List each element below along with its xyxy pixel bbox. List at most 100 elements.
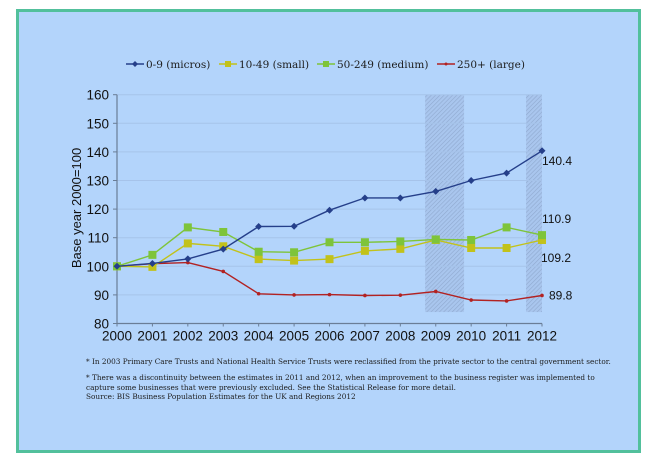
data-point-3-2010 xyxy=(469,298,473,302)
data-point-1-2004 xyxy=(254,255,263,264)
y-tick-label-90: 90 xyxy=(94,288,109,303)
data-point-2-2002 xyxy=(183,223,192,232)
legend-item-2: 50-249 (medium) xyxy=(317,59,428,71)
x-tick-labels: 2000 2001 2002 2003 2004 2005 2006 2007 2008 2009… xyxy=(102,329,557,344)
x-tick-label-2007: 2007 xyxy=(350,329,380,344)
data-point-0-2003 xyxy=(219,245,227,253)
y-axis-label: Base year 2000=100 xyxy=(69,148,84,268)
x-tick-label-2000: 2000 xyxy=(102,329,132,344)
legend-item-0: 0-9 (micros) xyxy=(126,59,210,71)
data-point-2-2008 xyxy=(396,237,405,246)
data-point-0-2002 xyxy=(184,255,192,263)
series-lines xyxy=(113,147,546,303)
source-note: Source: BIS Business Population Estimate… xyxy=(86,392,356,402)
y-tick-label-130: 130 xyxy=(86,174,109,189)
data-point-3-2004 xyxy=(256,291,261,296)
x-tick-label-2003: 2003 xyxy=(208,329,238,344)
data-label-2: 110.9 xyxy=(542,212,571,226)
data-point-1-2005 xyxy=(290,256,299,265)
x-tick-label-2010: 2010 xyxy=(456,329,486,344)
x-tick-label-2011: 2011 xyxy=(492,329,521,344)
data-point-2-2007 xyxy=(360,238,369,247)
data-point-2-2009 xyxy=(431,235,440,244)
legend-marker-0 xyxy=(132,61,138,67)
data-point-1-2012 xyxy=(538,235,546,244)
data-point-1-2006 xyxy=(325,255,334,264)
data-point-0-2005 xyxy=(290,222,298,230)
y-tick-label-160: 160 xyxy=(86,88,109,103)
data-point-3-2007 xyxy=(363,293,367,298)
data-point-2-2005 xyxy=(290,248,299,257)
data-point-0-2010 xyxy=(467,177,475,184)
data-point-0-2006 xyxy=(326,206,333,214)
legend-item-1: 10-49 (small) xyxy=(219,59,309,71)
y-tick-label-100: 100 xyxy=(86,259,109,274)
legend-marker-3 xyxy=(444,62,448,66)
data-point-0-2000 xyxy=(113,262,121,270)
data-point-3-2006 xyxy=(327,292,332,297)
data-point-1-2007 xyxy=(360,246,369,255)
data-point-1-2010 xyxy=(467,243,476,252)
legend-marker-1 xyxy=(225,61,231,67)
data-point-1-2008 xyxy=(396,244,405,253)
data-point-1-2002 xyxy=(183,239,192,248)
shaded-band-0 xyxy=(425,94,465,313)
data-point-0-2004 xyxy=(255,223,263,231)
shaded-bands xyxy=(425,94,542,313)
legend-marker-2 xyxy=(323,61,329,67)
data-point-0-2011 xyxy=(503,169,511,177)
y-tick-label-140: 140 xyxy=(86,145,109,160)
x-tick-label-2008: 2008 xyxy=(385,329,415,344)
data-point-3-2012 xyxy=(540,293,544,298)
footnote-2003-reclassification: * In 2003 Primary Care Trusts and Nation… xyxy=(86,357,611,366)
y-tick-label-110: 110 xyxy=(87,231,109,246)
data-point-3-2005 xyxy=(292,293,296,297)
y-tick-label-80: 80 xyxy=(94,317,109,332)
x-tick-label-2004: 2004 xyxy=(244,329,275,344)
x-tick-label-2001: 2001 xyxy=(137,329,167,344)
x-tick-label-2002: 2002 xyxy=(173,329,203,344)
data-label-3: 89.8 xyxy=(549,288,573,302)
data-point-1-2011 xyxy=(502,243,511,252)
data-point-2-2004 xyxy=(254,247,263,256)
data-point-3-2011 xyxy=(504,299,509,303)
data-point-2-2010 xyxy=(467,235,476,244)
data-point-3-2009 xyxy=(433,289,438,294)
data-point-3-2002 xyxy=(186,260,190,265)
gridlines xyxy=(117,94,542,296)
legend-label-0: 0-9 (micros) xyxy=(146,59,210,71)
legend-label-2: 50-249 (medium) xyxy=(337,59,428,71)
axes xyxy=(113,94,543,327)
y-tick-label-120: 120 xyxy=(86,202,109,217)
data-point-0-2012 xyxy=(538,147,546,155)
data-point-2-2003 xyxy=(219,227,228,236)
shaded-band-1 xyxy=(526,94,542,313)
legend-label-3: 250+ (large) xyxy=(457,59,525,71)
data-point-0-2007 xyxy=(361,194,369,202)
data-label-0: 140.4 xyxy=(542,154,572,168)
data-point-2-2006 xyxy=(325,238,334,247)
data-point-0-2001 xyxy=(148,259,156,267)
data-point-3-2003 xyxy=(221,269,226,274)
x-tick-label-2006: 2006 xyxy=(314,329,344,344)
data-point-0-2008 xyxy=(396,194,404,202)
data-point-2-2011 xyxy=(502,223,511,232)
footnote-discontinuity: * There was a discontinuity between the … xyxy=(86,373,595,392)
end-data-labels: 140.4 109.2 110.9 89.8 xyxy=(541,154,573,303)
legend: 0-9 (micros) 10-49 (small) 50-249 (medium)… xyxy=(126,59,525,71)
series-0 xyxy=(113,147,546,270)
footnotes: * In 2003 Primary Care Trusts and Nation… xyxy=(86,357,616,402)
legend-item-3: 250+ (large) xyxy=(437,59,525,71)
data-label-1: 109.2 xyxy=(541,251,571,265)
data-point-2-2012 xyxy=(538,231,546,240)
y-tick-label-150: 150 xyxy=(86,116,109,131)
x-tick-label-2005: 2005 xyxy=(279,329,309,344)
series-3 xyxy=(115,260,544,303)
x-tick-label-2012: 2012 xyxy=(527,329,557,344)
x-tick-label-2009: 2009 xyxy=(421,329,451,344)
y-tick-labels: 80 90 100 110 120 130 140 150 160 xyxy=(86,88,109,332)
data-point-3-2008 xyxy=(398,293,403,297)
legend-label-1: 10-49 (small) xyxy=(239,59,309,71)
data-point-2-2001 xyxy=(148,250,157,259)
